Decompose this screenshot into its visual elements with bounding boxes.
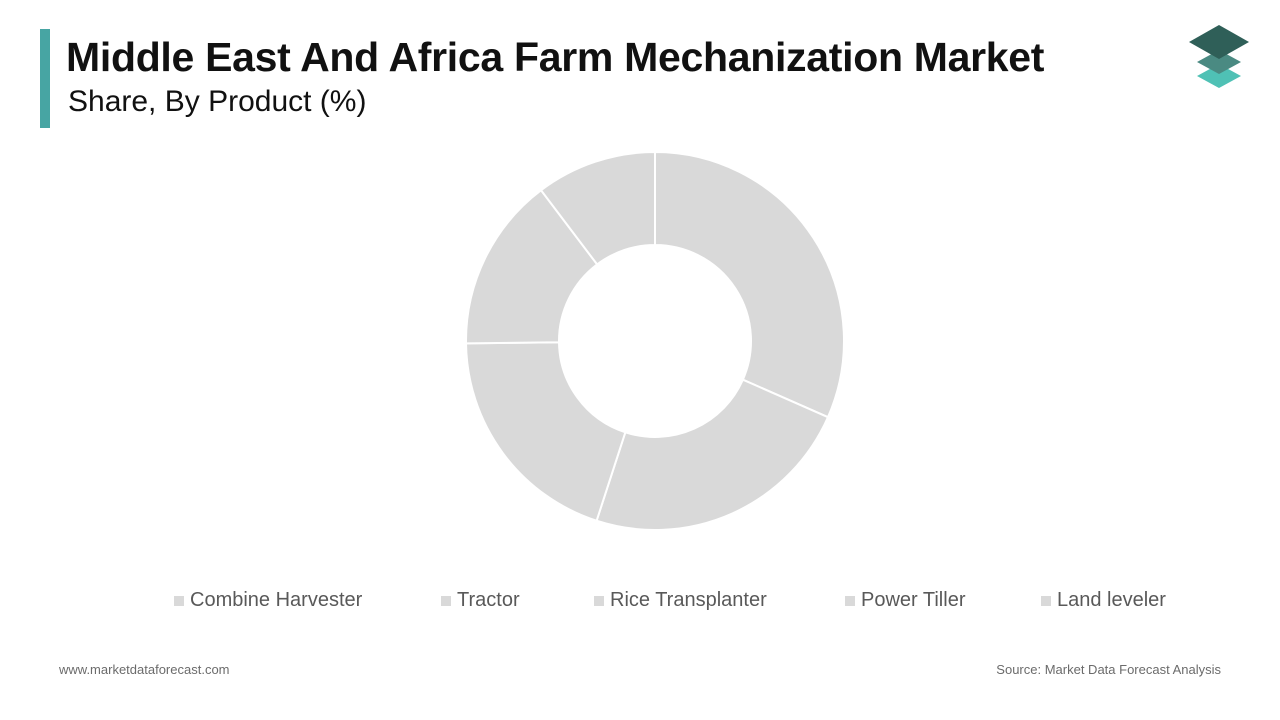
legend-label: Power Tiller xyxy=(861,589,966,611)
donut-slice-rice-transplanter xyxy=(465,341,627,523)
title-accent-bar xyxy=(40,29,50,128)
legend-label: Rice Transplanter xyxy=(610,589,767,611)
legend-label: Combine Harvester xyxy=(190,589,363,611)
legend-swatch xyxy=(441,595,451,606)
legend-item: Rice Transplanter xyxy=(594,589,767,612)
legend-swatch xyxy=(594,595,604,606)
legend-item: Tractor xyxy=(441,589,520,612)
donut-slice-tractor xyxy=(595,378,830,531)
donut-slice-combine-harvester xyxy=(654,150,845,419)
chart-subtitle: Share, By Product (%) xyxy=(68,85,367,118)
legend-swatch xyxy=(845,595,855,606)
stacked-layers-icon xyxy=(1189,25,1249,88)
source-note: Source: Market Data Forecast Analysis xyxy=(996,662,1221,677)
donut-slice-land-leveler xyxy=(539,150,656,266)
legend-swatch xyxy=(174,595,184,606)
legend-item: Combine Harvester xyxy=(174,589,362,612)
legend-item: Power Tiller xyxy=(845,589,965,612)
legend-item: Land leveler xyxy=(1041,589,1166,612)
legend-swatch xyxy=(1041,595,1051,606)
legend-label: Tractor xyxy=(457,589,520,611)
website-url: www.marketdataforecast.com xyxy=(59,662,230,677)
chart-title: Middle East And Africa Farm Mechanizatio… xyxy=(66,34,1045,80)
legend-label: Land leveler xyxy=(1057,589,1166,611)
